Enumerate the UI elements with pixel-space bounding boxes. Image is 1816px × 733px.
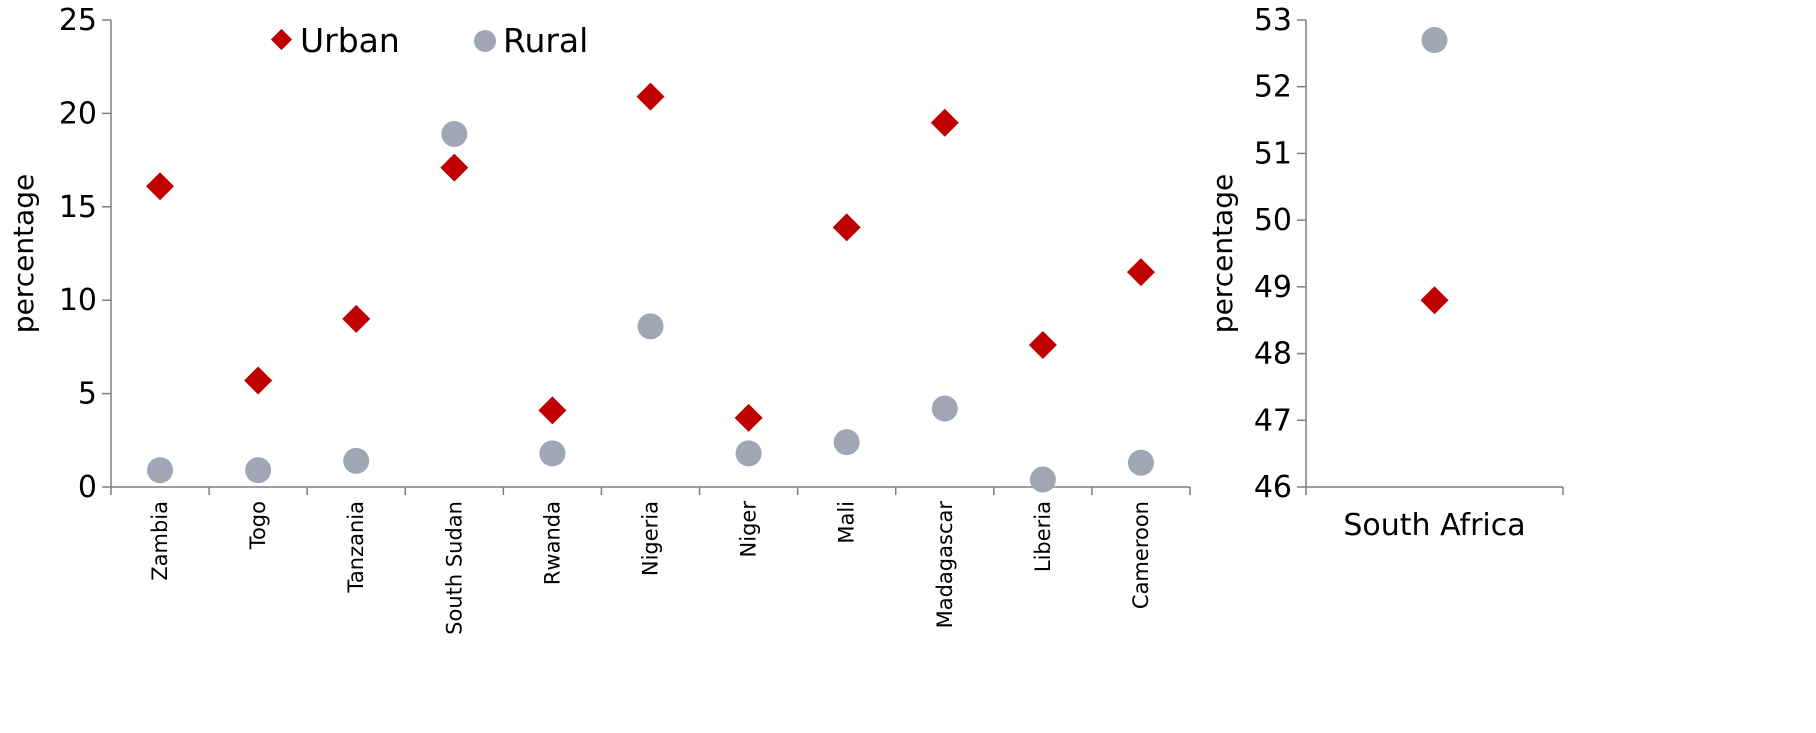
y-tick-label: 10 xyxy=(59,283,97,318)
y-tick-label: 25 xyxy=(59,3,97,38)
x-category-label: Tanzania xyxy=(344,501,368,593)
x-category-label: Niger xyxy=(737,501,761,558)
rural-data-point xyxy=(931,395,958,422)
x-category-label: Mali xyxy=(835,501,859,544)
rural-data-point xyxy=(1029,466,1056,493)
urban-data-point xyxy=(1420,286,1449,315)
rural-data-point xyxy=(1127,449,1154,476)
urban-data-point xyxy=(832,213,861,242)
rural-data-point xyxy=(245,457,272,484)
y-tick-label: 0 xyxy=(78,470,97,505)
y-tick-label: 5 xyxy=(78,377,97,412)
x-category-label: Nigeria xyxy=(639,501,663,576)
x-category-label: South Sudan xyxy=(442,501,466,635)
y-tick-label: 53 xyxy=(1254,3,1292,38)
x-category-label: Cameroon xyxy=(1129,501,1153,609)
urban-data-point xyxy=(1126,258,1155,287)
urban-data-point xyxy=(440,153,469,182)
y-tick-label: 47 xyxy=(1254,403,1292,438)
y-tick-label: 51 xyxy=(1254,136,1292,171)
legend-urban-label: Urban xyxy=(300,21,400,60)
y-tick-label: 52 xyxy=(1254,70,1292,105)
x-category-label: South Africa xyxy=(1343,508,1525,543)
y-tick-label: 20 xyxy=(59,96,97,131)
urban-data-point xyxy=(538,396,567,425)
y-tick-label: 46 xyxy=(1254,470,1292,505)
y-tick-label: 50 xyxy=(1254,203,1292,238)
urban-data-point xyxy=(930,108,959,137)
rural-data-point xyxy=(441,120,468,147)
urban-data-point xyxy=(244,366,273,395)
x-category-label: Togo xyxy=(246,501,270,550)
y-tick-label: 49 xyxy=(1254,270,1292,305)
urban-data-point xyxy=(636,82,665,111)
legend-urban-marker xyxy=(270,28,293,51)
x-category-label: Madagascar xyxy=(933,501,957,629)
rural-data-point xyxy=(637,313,664,340)
y-axis-title: percentage xyxy=(1206,174,1239,333)
y-axis-title: percentage xyxy=(7,174,40,333)
rural-data-point xyxy=(147,457,174,484)
rural-data-point xyxy=(1421,27,1448,54)
y-tick-label: 15 xyxy=(59,190,97,225)
rural-data-point xyxy=(833,429,860,456)
y-tick-label: 48 xyxy=(1254,337,1292,372)
urban-data-point xyxy=(342,304,371,333)
legend-rural-marker xyxy=(474,30,496,52)
right-chart-panel: 46 47 48 49 50 51 52 53 South Africa percentage xyxy=(1206,3,1564,543)
urban-data-point xyxy=(734,403,763,432)
urban-data-point xyxy=(1028,331,1057,360)
x-category-label: Rwanda xyxy=(540,501,564,585)
rural-data-point xyxy=(343,447,370,474)
legend: Urban Rural xyxy=(270,21,588,60)
x-category-label: Zambia xyxy=(148,501,172,581)
urban-data-point xyxy=(146,172,175,201)
x-category-label: Liberia xyxy=(1031,501,1055,572)
rural-data-point xyxy=(735,440,762,467)
legend-rural-label: Rural xyxy=(503,21,588,60)
rural-data-point xyxy=(539,440,566,467)
left-chart-panel: 0 5 10 15 20 25 Zambia Togo Tanzania South Sudan R… xyxy=(7,3,1191,635)
